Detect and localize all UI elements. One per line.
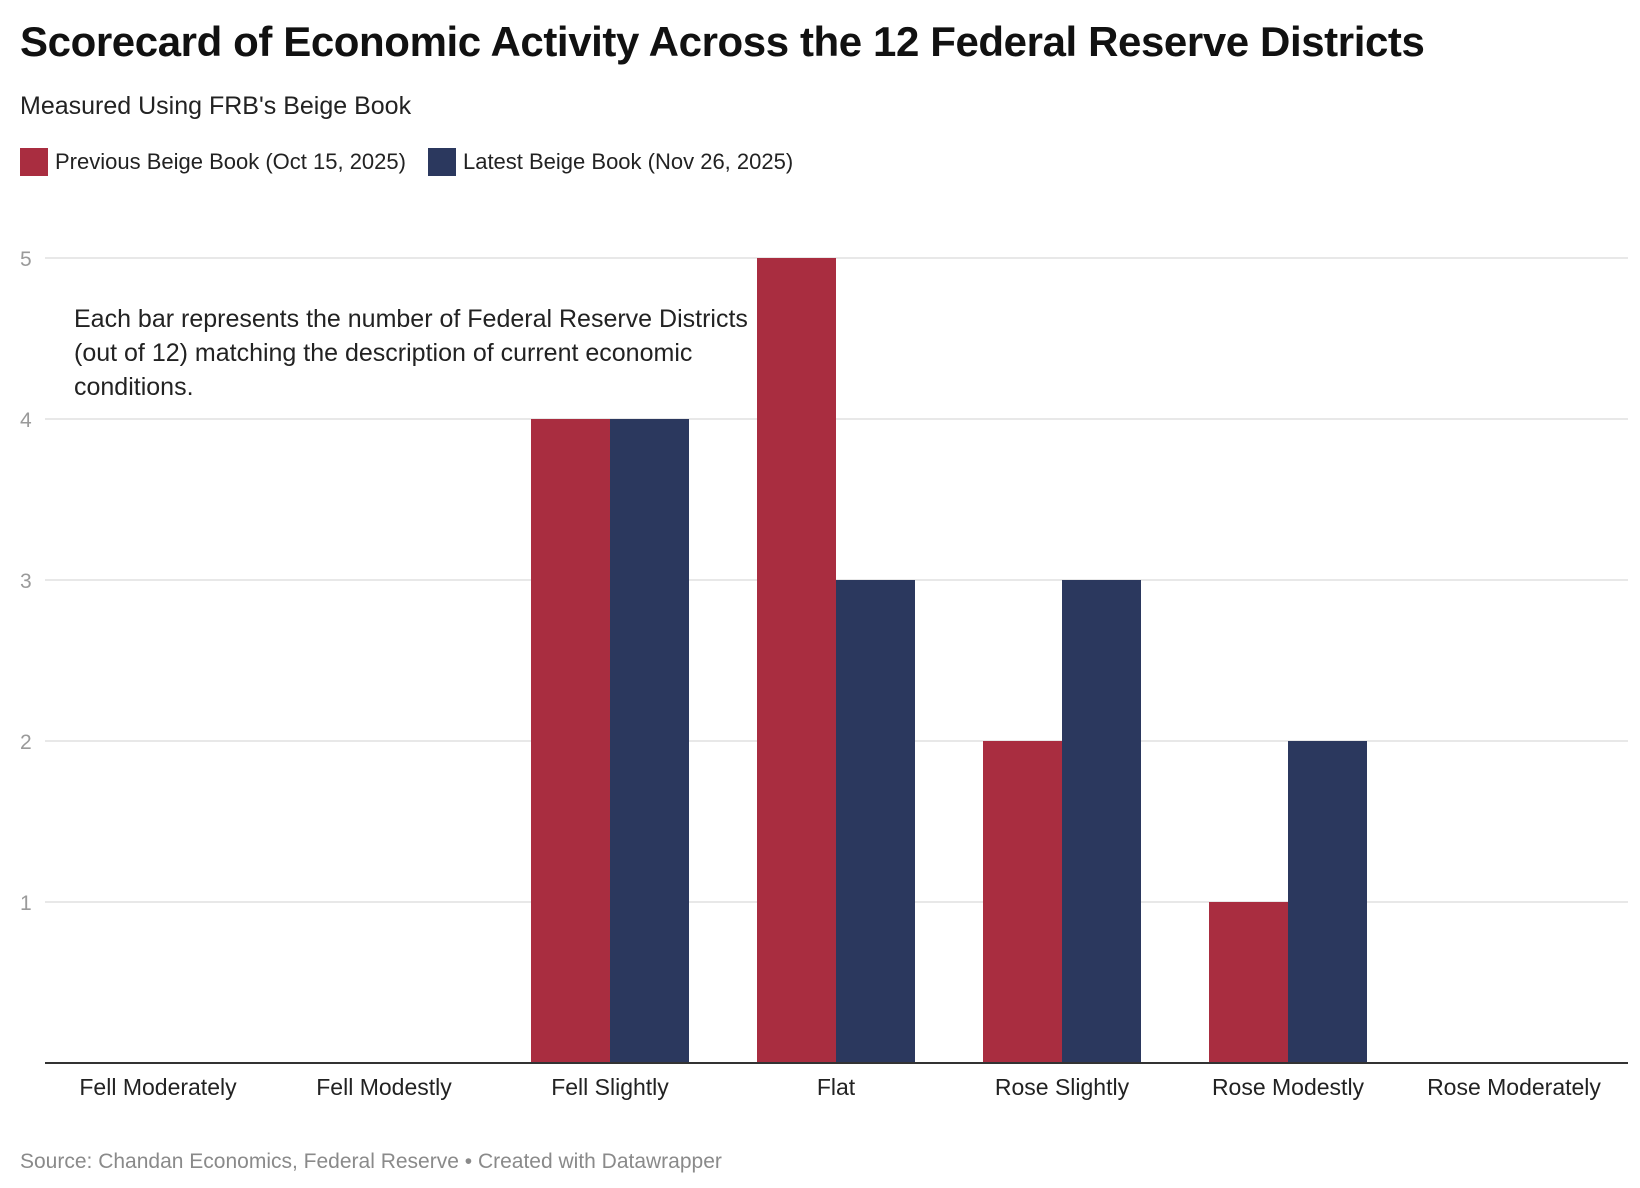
x-tick-label-5: Rose Modestly (1212, 1074, 1365, 1100)
bar-latest-5 (1288, 741, 1367, 1063)
x-tick-label-6: Rose Moderately (1427, 1074, 1601, 1100)
bar-latest-3 (836, 580, 915, 1063)
y-tick-label-4: 4 (20, 409, 32, 432)
legend-item-latest: Latest Beige Book (Nov 26, 2025) (427, 148, 794, 176)
x-tick-label-0: Fell Moderately (79, 1074, 237, 1100)
chart-subtitle: Measured Using FRB's Beige Book (20, 92, 412, 120)
y-tick-label-1: 1 (20, 892, 32, 915)
legend: Previous Beige Book (Oct 15, 2025) Lates… (20, 148, 815, 176)
footer-separator: • (464, 1150, 473, 1173)
bar-latest-2 (610, 419, 689, 1063)
source-note: Source: Chandan Economics, Federal Reser… (20, 1150, 459, 1173)
bar-previous-3 (757, 258, 836, 1063)
bar-previous-5 (1209, 902, 1288, 1063)
legend-swatch-latest (427, 148, 456, 176)
legend-swatch-previous (20, 148, 48, 176)
y-tick-label-3: 3 (20, 570, 32, 593)
legend-label-previous: Previous Beige Book (Oct 15, 2025) (55, 149, 406, 174)
y-tick-label-5: 5 (20, 248, 32, 271)
credit-note: Created with Datawrapper (477, 1150, 722, 1173)
x-tick-label-4: Rose Slightly (995, 1074, 1130, 1100)
y-tick-label-2: 2 (20, 731, 32, 754)
bar-latest-4 (1062, 580, 1141, 1063)
x-tick-label-2: Fell Slightly (551, 1074, 669, 1100)
x-tick-label-1: Fell Modestly (316, 1074, 452, 1100)
x-tick-label-3: Flat (817, 1074, 856, 1100)
chart-annotation: Each bar represents the number of Federa… (74, 305, 748, 401)
chart-footer: Source: Chandan Economics, Federal Reser… (20, 1150, 722, 1174)
bar-previous-4 (983, 741, 1062, 1063)
bar-previous-2 (531, 419, 610, 1063)
legend-label-latest: Latest Beige Book (Nov 26, 2025) (462, 149, 794, 174)
legend-item-previous: Previous Beige Book (Oct 15, 2025) (20, 148, 406, 176)
chart-title: Scorecard of Economic Activity Across th… (20, 18, 1425, 65)
